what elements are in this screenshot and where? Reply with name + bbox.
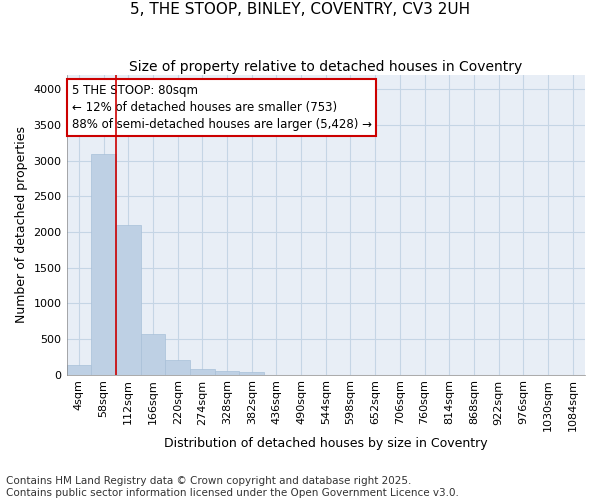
Title: Size of property relative to detached houses in Coventry: Size of property relative to detached ho… (129, 60, 523, 74)
Y-axis label: Number of detached properties: Number of detached properties (15, 126, 28, 324)
Bar (140, 334, 165, 374)
Bar (91, 154, 116, 374)
Bar (67, 366, 91, 374)
Bar (215, 371, 239, 374)
Bar (165, 360, 190, 374)
Text: 5 THE STOOP: 80sqm
← 12% of detached houses are smaller (753)
88% of semi-detach: 5 THE STOOP: 80sqm ← 12% of detached hou… (72, 84, 372, 131)
Bar (116, 225, 140, 374)
X-axis label: Distribution of detached houses by size in Coventry: Distribution of detached houses by size … (164, 437, 488, 450)
Bar (239, 372, 264, 374)
Text: Contains HM Land Registry data © Crown copyright and database right 2025.
Contai: Contains HM Land Registry data © Crown c… (6, 476, 459, 498)
Bar (190, 369, 215, 374)
Text: 5, THE STOOP, BINLEY, COVENTRY, CV3 2UH: 5, THE STOOP, BINLEY, COVENTRY, CV3 2UH (130, 2, 470, 18)
